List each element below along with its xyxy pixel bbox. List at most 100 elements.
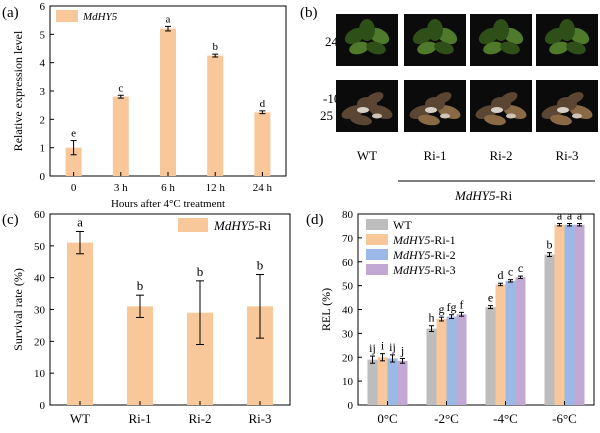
chart-d-sig-label: j (400, 343, 404, 357)
chart-d-legend-suffix: WT (393, 218, 412, 232)
chart-c-xtick-label: Ri-2 (188, 411, 211, 426)
chart-d-sig-label: f (460, 297, 464, 311)
chart-d-sig-label: b (547, 238, 553, 252)
leaf-shape (366, 92, 384, 104)
chart-a-sig-label: b (212, 41, 218, 53)
chart-c-ytick-label: 10 (34, 368, 46, 380)
photo-column-label: Ri-3 (555, 148, 578, 163)
chart-d-bar (367, 359, 378, 405)
chart-c-sig-label: b (257, 257, 264, 272)
chart-c-ytick-label: 50 (34, 241, 46, 253)
chart-a-sig-label: d (260, 98, 266, 110)
frost-patch (372, 113, 382, 119)
chart-d-legend-italic: MdHY5 (392, 263, 430, 277)
chart-a-bar (160, 28, 176, 176)
leaf-shape (483, 41, 503, 55)
chart-d-sig-label: h (429, 311, 435, 325)
chart-d-sig-label: a (567, 209, 573, 223)
leaf-shape (566, 92, 584, 104)
leaf-shape (559, 19, 575, 41)
group-label-italic: MdHY5 (454, 188, 496, 203)
leaf-shape (366, 41, 386, 55)
panel-c-label: (c) (2, 212, 19, 228)
chart-a-ytick-label: 5 (40, 29, 46, 41)
chart-a: 0 1 2 3 4 5 6 Relative expression level e 0 c 3 h a 6… (11, 1, 287, 210)
chart-a-ytick-label: 1 (40, 143, 46, 155)
chart-d-legend-italic: MdHY5 (392, 248, 430, 262)
chart-d-xtick-label: -4°C (493, 411, 518, 426)
chart-d-legend-swatch (366, 264, 388, 275)
chart-d-legend-suffix: -Ri-2 (430, 248, 455, 262)
chart-d-legend-suffix: -Ri-3 (430, 263, 455, 277)
chart-d-legend-label: MdHY5-Ri-3 (392, 263, 456, 277)
chart-d-bar (505, 280, 516, 405)
seedling-photo-frozen (404, 80, 466, 132)
chart-d-ytick-label: 0 (348, 400, 354, 412)
panel-a-label: (a) (2, 5, 19, 21)
leaf-shape (359, 19, 375, 41)
chart-c-legend-label: MdHY5-Ri (213, 218, 271, 233)
chart-c-xtick-label: Ri-3 (248, 411, 271, 426)
chart-d-sig-label: c (518, 261, 523, 275)
chart-d-ytick-label: 30 (342, 328, 354, 340)
chart-a-bar (254, 112, 271, 176)
chart-c-ytick-label: 30 (34, 305, 46, 317)
chart-d-legend-label: WT (393, 218, 412, 232)
chart-a-ytick-label: 2 (40, 114, 46, 126)
chart-d-legend-swatch (366, 249, 388, 260)
panel-b-label: (b) (300, 5, 318, 21)
chart-a-legend-label: MdHY5 (82, 11, 118, 23)
chart-d-sig-label: a (557, 209, 563, 223)
chart-d-bar (554, 224, 565, 405)
leaf-shape (349, 41, 369, 55)
chart-d-xtick-label: -2°C (434, 411, 459, 426)
chart-c-ytick-label: 40 (34, 273, 46, 285)
chart-d-legend-italic: MdHY5 (392, 233, 430, 247)
chart-d-sig-label: c (508, 265, 513, 279)
chart-d-sig-label: a (577, 209, 583, 223)
chart-d-xtick-label: -6°C (552, 411, 577, 426)
chart-d-bar (515, 277, 526, 405)
chart-d-bar (485, 307, 496, 405)
chart-c-ytick-label: 0 (40, 400, 46, 412)
chart-c-legend-swatch (178, 218, 208, 232)
panel-d-label: (d) (306, 212, 324, 228)
leaf-shape (434, 41, 454, 55)
chart-a-xtick-label: 24 h (253, 182, 273, 194)
chart-c-legend-italic: MdHY5 (213, 218, 255, 233)
group-label-suffix: -Ri (495, 188, 512, 203)
frost-patch (425, 107, 437, 113)
leaf-shape (484, 114, 506, 126)
chart-c-ytick-label: 20 (34, 336, 46, 348)
chart-a-sig-label: c (118, 82, 123, 94)
chart-d-bar (436, 319, 447, 405)
chart-a-ytick-label: 6 (40, 1, 46, 13)
chart-d-bar (377, 357, 388, 405)
chart-d-xtick-label: 0°C (377, 411, 397, 426)
chart-d-sig-label: i (381, 339, 385, 353)
leaf-shape (417, 41, 437, 55)
chart-c-bar (127, 306, 153, 405)
chart-a-ytick-label: 0 (40, 171, 46, 183)
chart-c-ylabel: Survival rate (%) (11, 268, 25, 351)
chart-d-ytick-label: 20 (342, 352, 354, 364)
leaf-shape (500, 41, 520, 55)
chart-a-bar (207, 55, 224, 177)
seedling-photo-frozen (336, 80, 398, 132)
chart-d-legend-swatch (366, 234, 388, 245)
seedling-photo-healthy (536, 14, 598, 66)
chart-a-bar (65, 147, 82, 176)
chart-d-legend-suffix: -Ri-1 (430, 233, 455, 247)
chart-c-sig-label: b (137, 278, 144, 293)
chart-d-bar (426, 328, 437, 405)
chart-d-bar (544, 254, 555, 405)
leaf-shape (350, 114, 372, 126)
chart-a-ytick-label: 3 (40, 86, 46, 98)
chart-d-legend-label: MdHY5-Ri-2 (392, 248, 456, 262)
chart-c: 0 10 20 30 40 50 60 Survival rate (%) a WT b Ri-1 b R… (11, 209, 291, 426)
chart-a-sig-label: a (166, 13, 171, 25)
chart-d-sig-label: ij (389, 340, 396, 354)
